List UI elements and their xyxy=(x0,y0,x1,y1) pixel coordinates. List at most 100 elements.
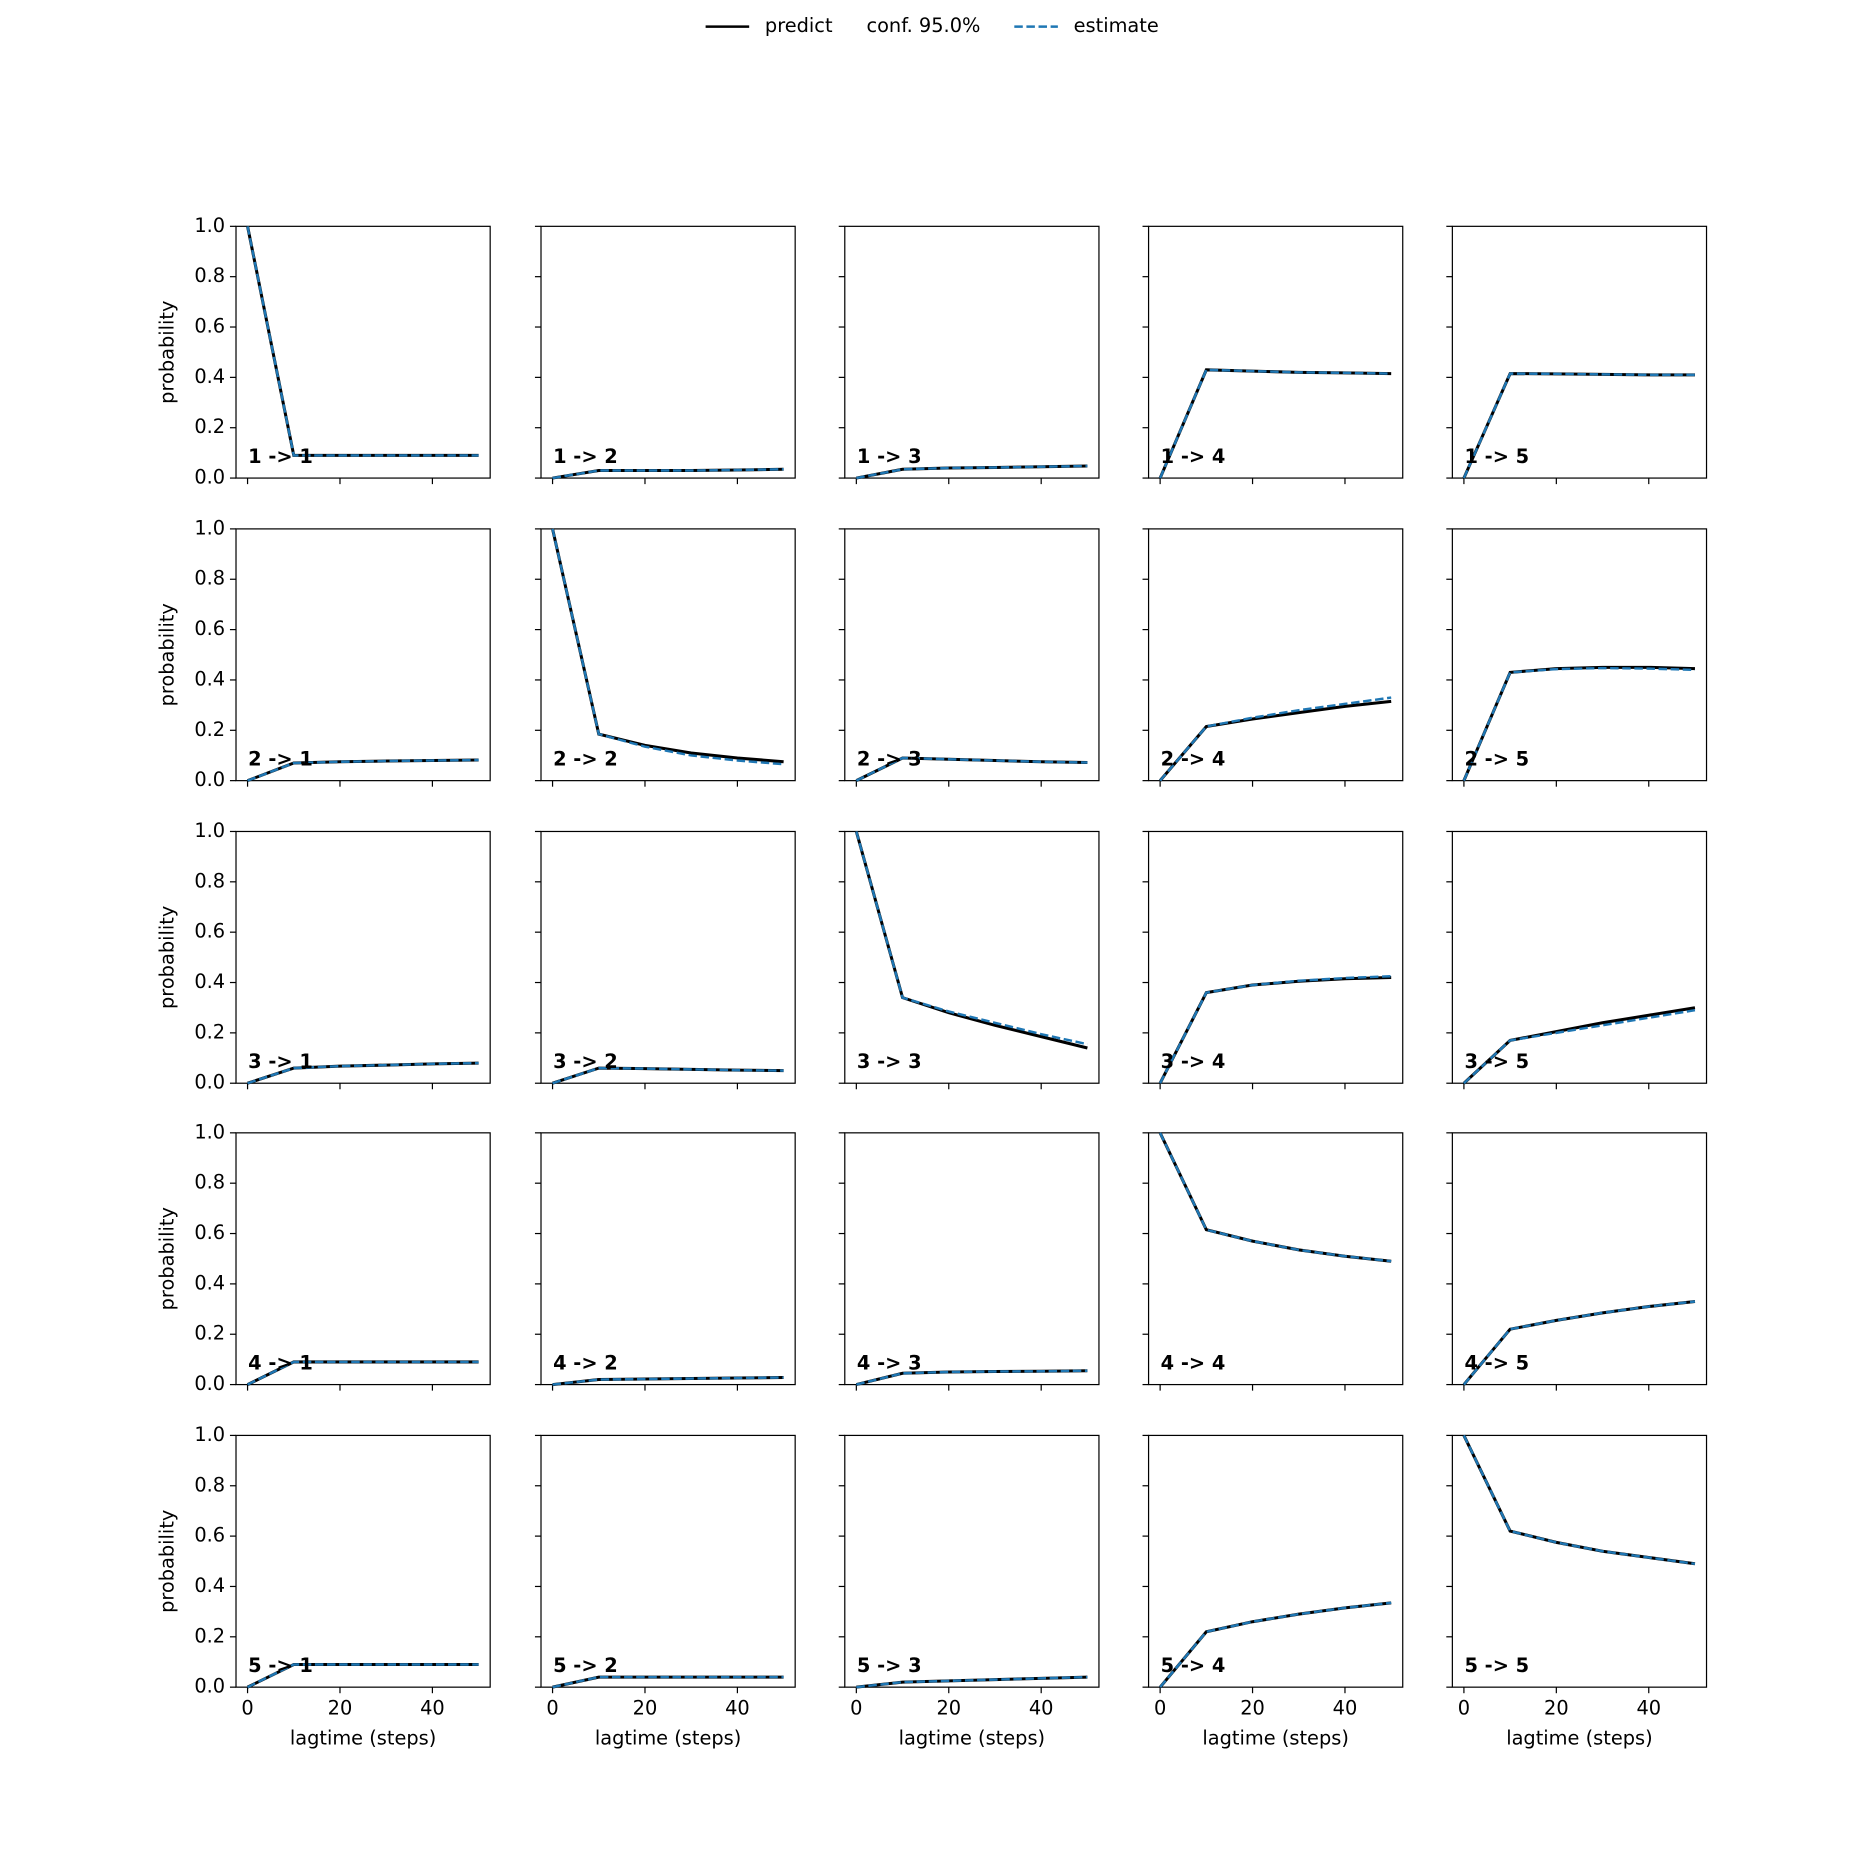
subplot: 2 -> 4 xyxy=(1142,528,1404,787)
estimate-line xyxy=(246,226,479,457)
subplot: 0.0 0.2 0.4 0.6 0.8 1.0 probability 3 -> 1 xyxy=(156,819,491,1094)
x-tick-label: 0 xyxy=(546,1696,558,1719)
axes-frame xyxy=(540,830,796,1084)
subplot: 2 -> 3 xyxy=(838,528,1100,787)
subplot: 3 -> 3 xyxy=(838,830,1100,1090)
subplot: 3 -> 5 xyxy=(1446,830,1708,1090)
y-tick-label: 0.4 xyxy=(194,365,225,388)
panel-title: 3 -> 4 xyxy=(1161,1050,1226,1073)
axes-frame xyxy=(1147,528,1404,782)
x-tick-label: 40 xyxy=(420,1696,445,1719)
y-tick-label: 0.8 xyxy=(194,1171,225,1194)
estimate-line xyxy=(855,831,1088,1046)
axes-frame xyxy=(1451,1132,1708,1386)
panel-title: 2 -> 2 xyxy=(553,748,618,771)
panel-title: 5 -> 2 xyxy=(553,1654,618,1677)
panel-title: 1 -> 5 xyxy=(1464,445,1529,468)
subplot: 2 -> 2 xyxy=(534,528,796,787)
axes-frame xyxy=(540,1132,796,1386)
x-tick-label: 20 xyxy=(1544,1696,1569,1719)
axes-frame xyxy=(844,830,1100,1084)
y-tick-label: 0.8 xyxy=(194,264,225,287)
y-tick-label: 0.2 xyxy=(194,718,225,741)
axes-frame xyxy=(540,528,796,782)
panel-title: 2 -> 3 xyxy=(857,748,922,771)
panel-title: 4 -> 3 xyxy=(857,1352,922,1375)
axes-frame xyxy=(540,225,796,479)
estimate-line xyxy=(552,1675,784,1689)
subplot: 0 20 40 lagtime (steps) 5 -> 3 xyxy=(838,1434,1100,1750)
y-tick-label: 0.6 xyxy=(194,617,225,640)
panel-title: 1 -> 1 xyxy=(248,445,313,468)
x-tick-label: 40 xyxy=(1029,1696,1054,1719)
estimate-line xyxy=(1159,368,1392,479)
estimate-line xyxy=(1159,1601,1392,1688)
y-tick-label: 0.6 xyxy=(194,1221,225,1244)
y-tick-label: 0.8 xyxy=(194,567,225,590)
y-tick-label: 0.8 xyxy=(194,1473,225,1496)
subplot: 4 -> 2 xyxy=(534,1132,796,1391)
estimate-line xyxy=(1463,1009,1696,1085)
axes-frame xyxy=(844,225,1100,479)
axes-frame xyxy=(235,830,491,1084)
axes-frame xyxy=(235,1132,491,1386)
panel-title: 4 -> 1 xyxy=(248,1352,313,1375)
y-tick-label: 0.4 xyxy=(194,970,225,993)
y-axis-label: probability xyxy=(156,906,179,1009)
y-tick-label: 1.0 xyxy=(194,214,225,237)
figure: predict conf. 95.0% estimate0.00.20.40.60.… xyxy=(156,14,1708,1750)
x-axis-label: lagtime (steps) xyxy=(1506,1727,1653,1750)
estimate-line xyxy=(1462,1434,1696,1566)
axes-frame xyxy=(1451,528,1708,782)
estimate-line xyxy=(1159,975,1392,1084)
y-tick-label: 0.8 xyxy=(194,869,225,892)
subplot: 1 -> 5 xyxy=(1446,225,1708,485)
x-tick-label: 20 xyxy=(936,1696,961,1719)
estimate-line xyxy=(856,1369,1088,1386)
x-tick-label: 20 xyxy=(633,1696,658,1719)
panel-title: 2 -> 1 xyxy=(248,748,313,771)
y-axis-label: probability xyxy=(156,1510,179,1613)
subplot: 0 20 40 lagtime (steps) 5 -> 5 xyxy=(1446,1434,1708,1750)
subplot: 4 -> 4 xyxy=(1142,1132,1404,1391)
axes-frame xyxy=(1147,1132,1404,1386)
subplot: 4 -> 5 xyxy=(1446,1132,1708,1391)
panel-title: 5 -> 5 xyxy=(1464,1654,1529,1677)
y-tick-label: 0.4 xyxy=(194,1271,225,1294)
panel-title: 3 -> 1 xyxy=(248,1050,313,1073)
panel-title: 5 -> 4 xyxy=(1161,1654,1226,1677)
x-tick-label: 0 xyxy=(850,1696,862,1719)
estimate-line xyxy=(1159,696,1392,782)
x-axis-label: lagtime (steps) xyxy=(290,1727,437,1750)
y-tick-label: 0.0 xyxy=(194,1675,225,1698)
estimate-line xyxy=(552,1066,784,1085)
panel-title: 4 -> 4 xyxy=(1161,1352,1226,1375)
estimate-line xyxy=(247,1663,479,1689)
y-tick-label: 0.2 xyxy=(194,415,225,438)
y-tick-label: 0.2 xyxy=(194,1020,225,1043)
axes-frame xyxy=(844,528,1100,782)
panel-title: 4 -> 5 xyxy=(1464,1352,1529,1375)
panel-title: 5 -> 3 xyxy=(857,1654,922,1677)
axes-frame xyxy=(844,1132,1100,1386)
subplot: 0.0 0.2 0.4 0.6 0.8 1.0 probability 2 -> 1 xyxy=(156,516,491,791)
axes-frame xyxy=(235,225,491,479)
estimate-line xyxy=(247,1061,479,1085)
x-tick-label: 40 xyxy=(725,1696,750,1719)
panel-title: 2 -> 5 xyxy=(1464,748,1529,771)
panel-title: 1 -> 3 xyxy=(857,445,922,468)
estimate-line xyxy=(1462,372,1695,479)
panel-title: 1 -> 4 xyxy=(1161,445,1226,468)
panel-title: 1 -> 2 xyxy=(553,445,618,468)
subplot: 0 20 40 lagtime (steps) 5 -> 2 xyxy=(534,1434,796,1750)
panel-title: 5 -> 1 xyxy=(248,1654,313,1677)
subplot: 0 20 40 lagtime (steps) 5 -> 4 xyxy=(1142,1434,1404,1750)
y-tick-label: 0.6 xyxy=(194,315,225,338)
subplot: 3 -> 4 xyxy=(1142,830,1404,1090)
y-tick-label: 0.6 xyxy=(194,1524,225,1547)
estimate-line xyxy=(552,468,784,480)
x-tick-label: 20 xyxy=(1240,1696,1265,1719)
y-tick-label: 0.0 xyxy=(194,768,225,791)
subplot: 1 -> 2 xyxy=(534,225,796,485)
